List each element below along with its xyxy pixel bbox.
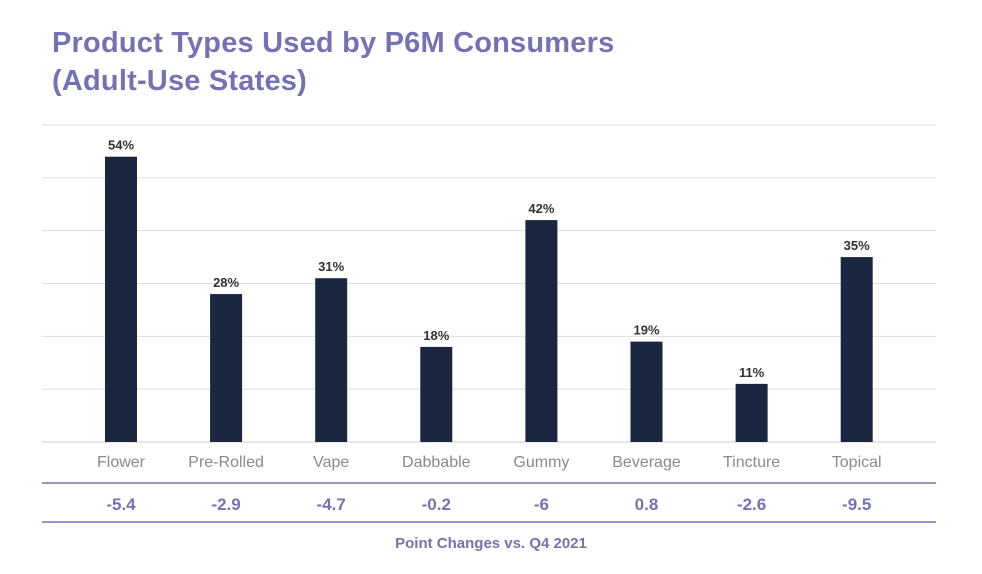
category-label: Topical — [832, 454, 882, 471]
category-label: Dabbable — [402, 454, 471, 471]
data-label: 42% — [528, 201, 554, 216]
bar-gummy — [525, 220, 558, 442]
category-label: Beverage — [612, 454, 681, 471]
point-change-value: -5.4 — [106, 495, 136, 514]
category-label: Gummy — [513, 454, 569, 471]
bar-beverage — [630, 341, 663, 442]
point-change-value: -9.5 — [842, 495, 871, 514]
data-label: 28% — [213, 275, 239, 290]
bar-topical — [840, 257, 873, 442]
point-change-value: -2.9 — [211, 495, 240, 514]
category-label: Tincture — [723, 454, 780, 471]
data-label: 54% — [108, 138, 134, 153]
data-label: 18% — [423, 328, 449, 343]
category-label: Flower — [97, 454, 146, 471]
category-label: Pre-Rolled — [188, 454, 264, 471]
point-change-value: -6 — [534, 495, 549, 514]
bar-flower — [105, 156, 137, 442]
category-label: Vape — [313, 454, 349, 471]
data-label: 11% — [739, 365, 765, 380]
point-change-value: -4.7 — [317, 495, 346, 514]
data-label: 31% — [318, 259, 344, 274]
point-change-value: -2.6 — [737, 495, 766, 514]
bar-dabbable — [420, 346, 453, 442]
point-change-value: -0.2 — [422, 495, 451, 514]
chart-title-line-1: Product Types Used by P6M Consumers — [52, 27, 615, 59]
data-label: 19% — [633, 323, 659, 338]
bar-tincture — [735, 383, 768, 442]
chart-title-line-2: (Adult-Use States) — [52, 65, 307, 97]
chart-title: Product Types Used by P6M Consumers (Adu… — [52, 24, 614, 100]
data-label: 35% — [844, 238, 870, 253]
point-change-value: 0.8 — [635, 495, 659, 514]
bar-vape — [315, 278, 348, 442]
bar-pre-rolled — [210, 294, 243, 442]
point-changes-label: Point Changes vs. Q4 2021 — [395, 535, 587, 552]
